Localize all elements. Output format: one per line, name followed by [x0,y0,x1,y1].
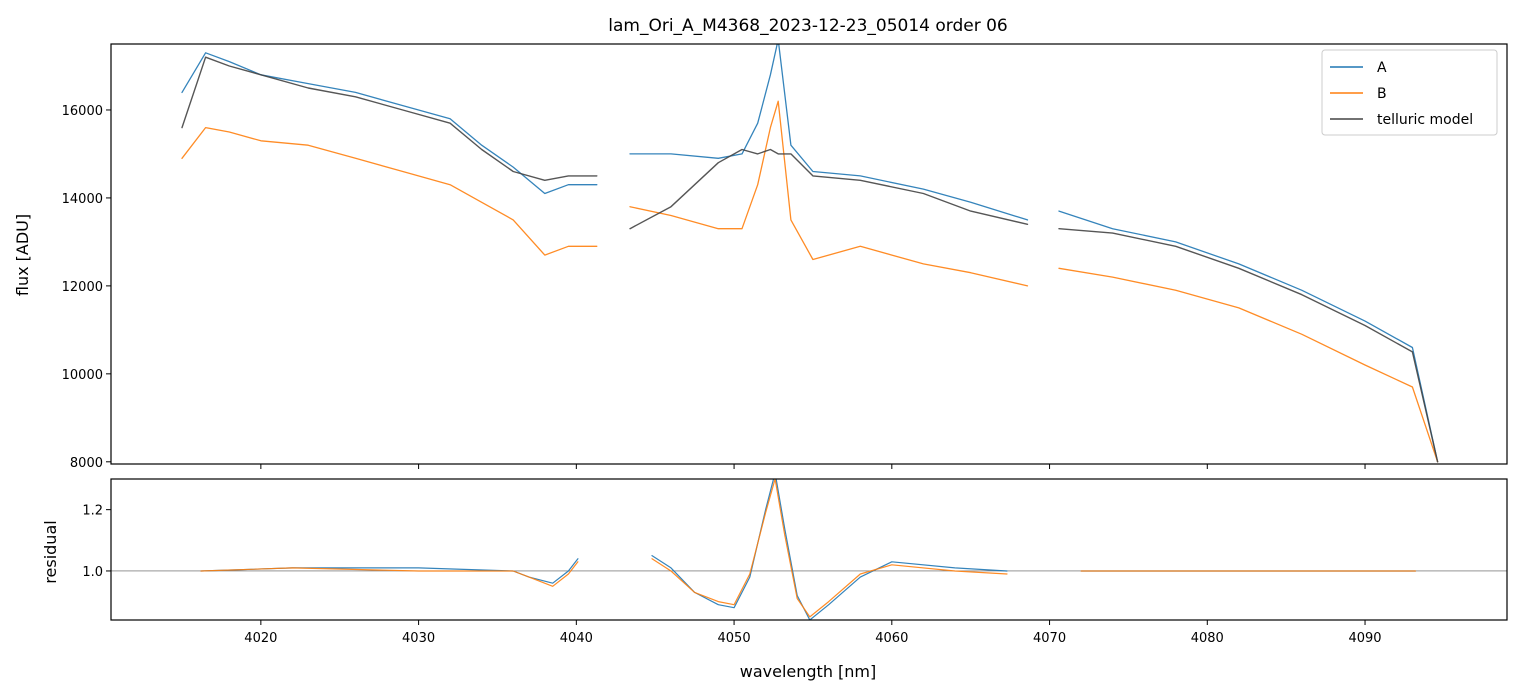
series-b-segment-2 [651,479,1008,618]
flux-y-tick-label: 8000 [70,456,103,471]
series-b-segment-1 [181,126,598,256]
flux-series-group [181,44,1439,463]
flux-panel-frame [110,43,1508,465]
series-telluric-model-segment-1 [181,56,598,182]
series-b-segment-1 [200,561,579,587]
flux-panel: 8000 10000 12000 14000 16000 flux [ADU] A B … [13,43,1508,471]
chart-title: lam_Ori_A_M4368_2023-12-23_05014 order 0… [608,16,1008,36]
x-axis-label: wavelength [nm] [740,662,877,681]
series-a-segment-3 [1058,210,1439,463]
x-tick-label: 4090 [1348,631,1381,646]
x-tick-label: 4050 [718,631,751,646]
residual-y-tick-label: 1.0 [82,565,103,580]
series-telluric-model-segment-2 [629,148,1029,230]
residual-y-label: residual [41,520,60,583]
flux-y-ticks: 8000 10000 12000 14000 16000 [62,104,111,471]
flux-y-tick-label: 16000 [62,104,103,119]
residual-series-group [200,479,1417,620]
series-a-segment-2 [651,479,1008,620]
flux-y-tick-label: 12000 [62,280,103,295]
residual-y-tick-label: 1.2 [82,504,103,519]
flux-y-tick-label: 14000 [62,192,103,207]
legend-frame [1321,49,1498,136]
residual-x-ticks: 4020 4030 4040 4050 4060 4070 4080 4090 [244,620,1382,646]
series-a-segment-1 [181,52,598,195]
legend-label-telluric-model: telluric model [1377,112,1473,128]
flux-y-tick-label: 10000 [62,368,103,383]
flux-y-label: flux [ADU] [13,214,32,296]
legend-label-a: A [1377,60,1387,76]
x-tick-label: 4080 [1191,631,1224,646]
legend-label-b: B [1377,86,1387,102]
flux-x-ticks [260,464,1366,469]
series-b-segment-2 [629,100,1029,287]
series-a-segment-2 [629,44,1029,221]
series-b-segment-3 [1058,267,1439,463]
x-tick-label: 4070 [1033,631,1066,646]
residual-panel-frame [110,478,1508,621]
residual-y-ticks: 1.0 1.2 [82,504,111,580]
residual-panel: 1.01.2 4020 4030 4040 4050 4060 4070 4080 4090 … [41,478,1508,681]
x-tick-label: 4060 [875,631,908,646]
legend: A B telluric model [1321,49,1498,136]
x-tick-label: 4020 [244,631,277,646]
series-telluric-model-segment-3 [1058,227,1439,463]
x-tick-label: 4030 [402,631,435,646]
x-tick-label: 4040 [560,631,593,646]
